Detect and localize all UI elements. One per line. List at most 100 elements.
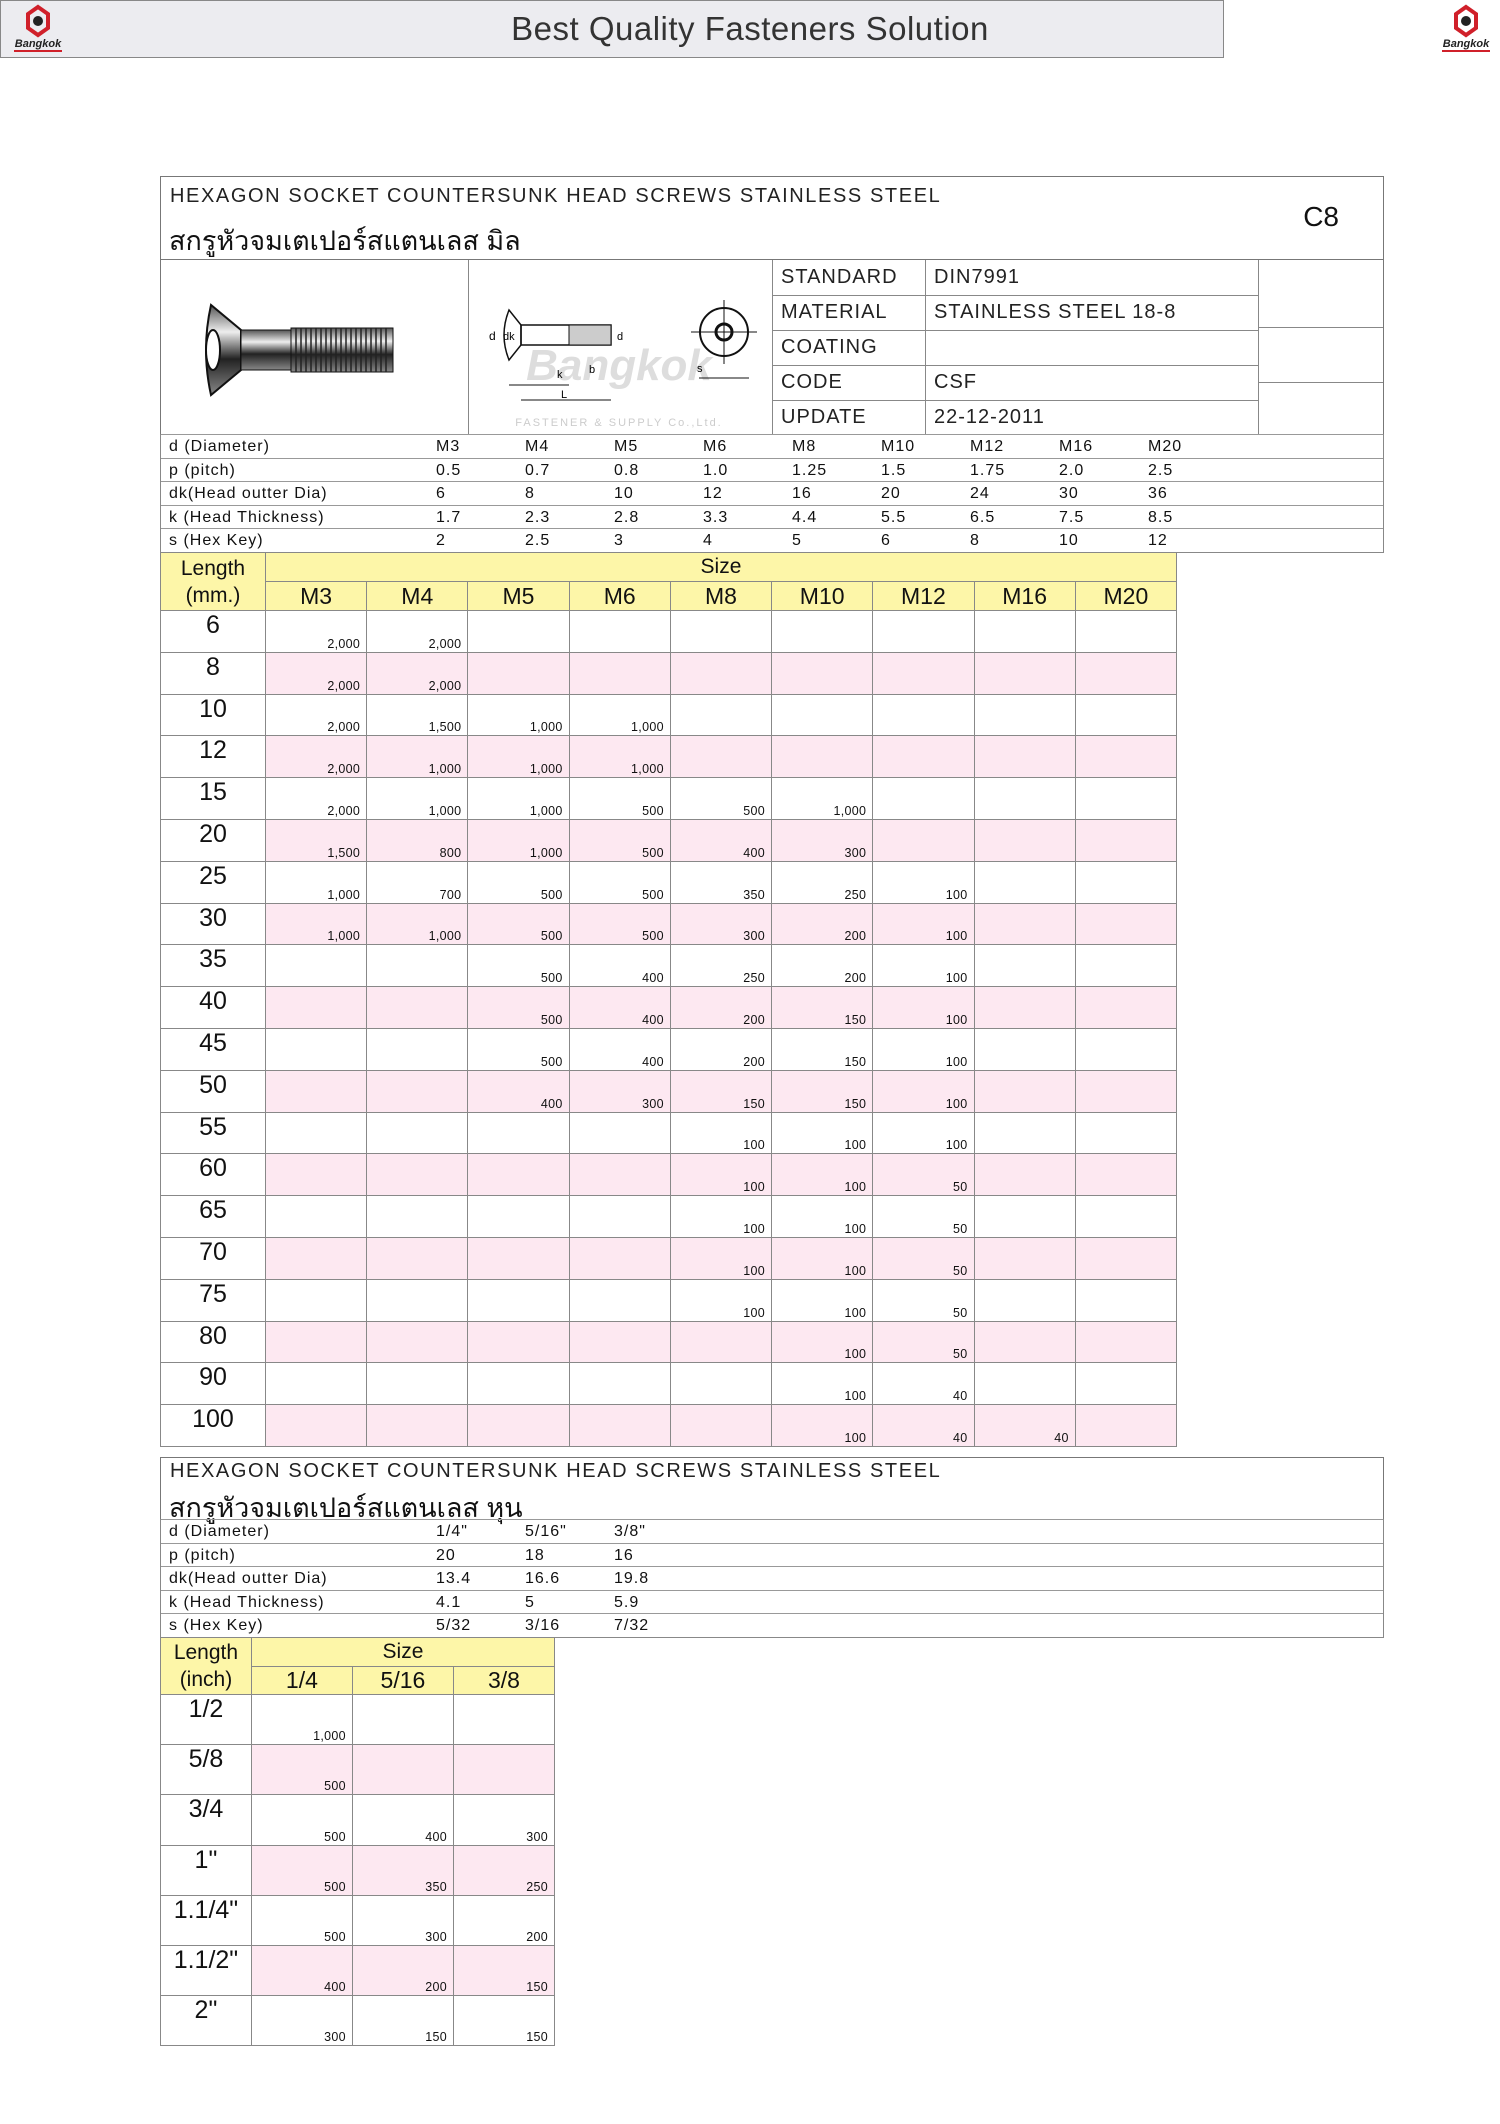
quantity-value: 50 — [953, 1180, 968, 1195]
quantity-cell — [973, 1362, 1076, 1406]
quantity-cell — [1074, 902, 1178, 946]
table-row: 40 500 400 200 150 100 — [160, 986, 1178, 1029]
length-cell: 90 — [160, 1362, 266, 1406]
quantity-cell: 300 — [351, 1894, 454, 1946]
quantity-cell — [872, 610, 975, 653]
quantity-cell: 500 — [669, 777, 773, 820]
quantity-cell: 2,000 — [366, 651, 469, 695]
info-divider — [1258, 382, 1383, 384]
length-cell: 80 — [160, 1320, 266, 1364]
table-row: 2" 300 150 150 — [160, 1995, 556, 2047]
spec-label: dk(Head outter Dia) — [169, 1570, 328, 1588]
quantity-cell: 100 — [669, 1111, 773, 1155]
quantity-cell — [366, 1111, 469, 1155]
quantity-value: 150 — [844, 1054, 867, 1069]
quantity-cell — [973, 610, 1076, 653]
quantity-cell: 1,500 — [264, 818, 368, 862]
spec-value: 20 — [881, 485, 901, 503]
quantity-cell — [1074, 651, 1178, 695]
quantity-value: 2,000 — [428, 678, 462, 693]
quantity-cell — [351, 1744, 454, 1796]
quantity-value: 150 — [526, 2030, 548, 2045]
quantity-cell — [366, 1236, 469, 1280]
quantity-cell — [366, 1195, 469, 1238]
quantity-cell: 400 — [467, 1069, 570, 1113]
svg-text:FASTENER & SUPPLY Co.,Ltd.: FASTENER & SUPPLY Co.,Ltd. — [515, 417, 723, 429]
quantity-cell — [771, 651, 874, 695]
quantity-cell: 2,000 — [366, 610, 469, 653]
size-column-header: 3/8 — [452, 1665, 556, 1695]
quantity-cell: 100 — [771, 1320, 874, 1364]
quantity-cell — [973, 1195, 1076, 1238]
quantity-cell: 500 — [250, 1744, 353, 1796]
quantity-cell: 1,000 — [568, 735, 671, 779]
quantity-cell — [973, 860, 1076, 904]
spec-label: s (Hex Key) — [169, 1617, 264, 1635]
table-row: 25 1,000 700 500 500 350 250 100 — [160, 860, 1178, 904]
quantity-cell — [669, 610, 773, 653]
table-row: 30 1,000 1,000 500 500 300 200 100 — [160, 902, 1178, 946]
size-column-header: M5 — [467, 581, 570, 611]
quantity-cell: 1,000 — [366, 902, 469, 946]
table-row: 35 500 400 250 200 100 — [160, 944, 1178, 988]
quantity-value: 1,000 — [428, 762, 462, 777]
quantity-cell — [1074, 986, 1178, 1029]
quantity-cell: 100 — [669, 1278, 773, 1322]
spec-value: 5/16" — [525, 1523, 567, 1540]
quantity-cell — [973, 693, 1076, 737]
quantity-cell — [568, 1320, 671, 1364]
quantity-cell — [568, 1153, 671, 1197]
quantity-cell — [568, 1362, 671, 1406]
quantity-value: 500 — [743, 803, 766, 818]
length-cell: 100 — [160, 1404, 266, 1447]
quantity-value: 400 — [540, 1096, 563, 1111]
quantity-value: 1,000 — [631, 720, 664, 735]
quantity-cell: 350 — [351, 1844, 454, 1896]
quantity-cell — [669, 651, 773, 695]
quantity-cell: 100 — [771, 1195, 874, 1238]
quantity-cell — [872, 818, 975, 862]
quantity-cell — [568, 1278, 671, 1322]
quantity-cell: 1,000 — [250, 1693, 353, 1746]
quantity-cell: 400 — [669, 818, 773, 862]
svg-text:L: L — [561, 389, 567, 401]
quantity-value: 300 — [526, 1829, 548, 1844]
page-code: C8 — [1303, 201, 1339, 232]
quantity-value: 100 — [743, 1305, 766, 1320]
length-cell: 8 — [160, 651, 266, 695]
info-label: UPDATE — [781, 406, 867, 428]
svg-text:d: d — [489, 329, 496, 343]
quantity-value: 100 — [743, 1263, 766, 1278]
quantity-cell: 400 — [250, 1944, 353, 1997]
info-divider — [772, 400, 1258, 402]
quantity-value: 500 — [642, 929, 664, 944]
quantity-cell — [771, 693, 874, 737]
length-cell: 40 — [160, 986, 266, 1029]
spec-value: M8 — [792, 438, 817, 455]
quantity-cell — [467, 1320, 570, 1364]
quantity-value: 500 — [642, 803, 664, 818]
quantity-cell — [452, 1744, 556, 1796]
quantity-cell: 50 — [872, 1236, 975, 1280]
quantity-cell — [872, 651, 975, 695]
quantity-value: 40 — [953, 1389, 968, 1404]
svg-text:Bangkok: Bangkok — [526, 341, 714, 390]
quantity-value: 800 — [439, 845, 462, 860]
quantity-cell: 2,000 — [264, 777, 368, 820]
quantity-value: 1,000 — [833, 803, 867, 818]
quantity-cell — [1074, 1362, 1178, 1406]
quantity-cell — [872, 735, 975, 779]
table-row: 20 1,500 800 1,000 500 400 300 — [160, 818, 1178, 862]
quantity-cell — [264, 1404, 368, 1447]
length-cell: 1.1/4" — [160, 1894, 252, 1946]
info-label: STANDARD — [781, 266, 898, 288]
quantity-cell: 500 — [467, 1027, 570, 1071]
quantity-cell — [1074, 1153, 1178, 1197]
spec-row: k (Head Thickness) 1.7 2.3 2.8 3.3 4.4 5.5 6.5 7… — [161, 504, 1383, 529]
svg-text:k: k — [557, 369, 563, 381]
spec-value: M16 — [1059, 438, 1094, 455]
quantity-cell — [1074, 1111, 1178, 1155]
length-cell: 75 — [160, 1278, 266, 1322]
quantity-value: 1,500 — [428, 720, 462, 735]
spec-value: M6 — [703, 438, 728, 455]
